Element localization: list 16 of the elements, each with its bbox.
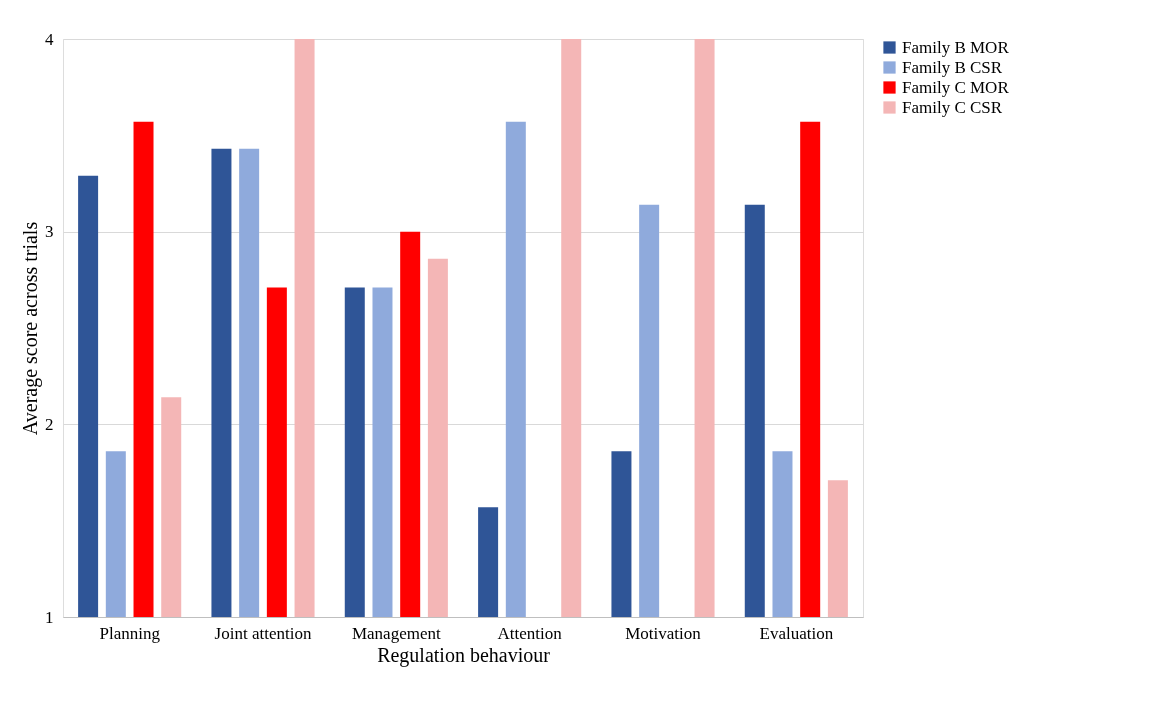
x-tick-label: Joint attention (214, 623, 312, 643)
y-axis-title: Average score across trials (19, 221, 42, 436)
x-tick-label: Evaluation (759, 623, 834, 643)
legend-label: Family B CSR (902, 57, 1003, 77)
legend-label: Family C MOR (902, 77, 1010, 97)
x-axis-title: Regulation behaviour (377, 643, 551, 667)
y-tick-label: 4 (45, 29, 54, 49)
x-tick-label: Management (351, 623, 441, 643)
y-tick-label: 1 (45, 607, 54, 627)
y-tick-label: 3 (45, 222, 54, 242)
x-tick-label: Motivation (625, 623, 702, 643)
legend-label: Family C CSR (902, 97, 1003, 117)
y-tick-label: 2 (45, 414, 54, 434)
x-tick-label: Attention (497, 623, 563, 643)
x-tick-label: Planning (99, 623, 161, 643)
legend-label: Family B MOR (902, 37, 1010, 57)
